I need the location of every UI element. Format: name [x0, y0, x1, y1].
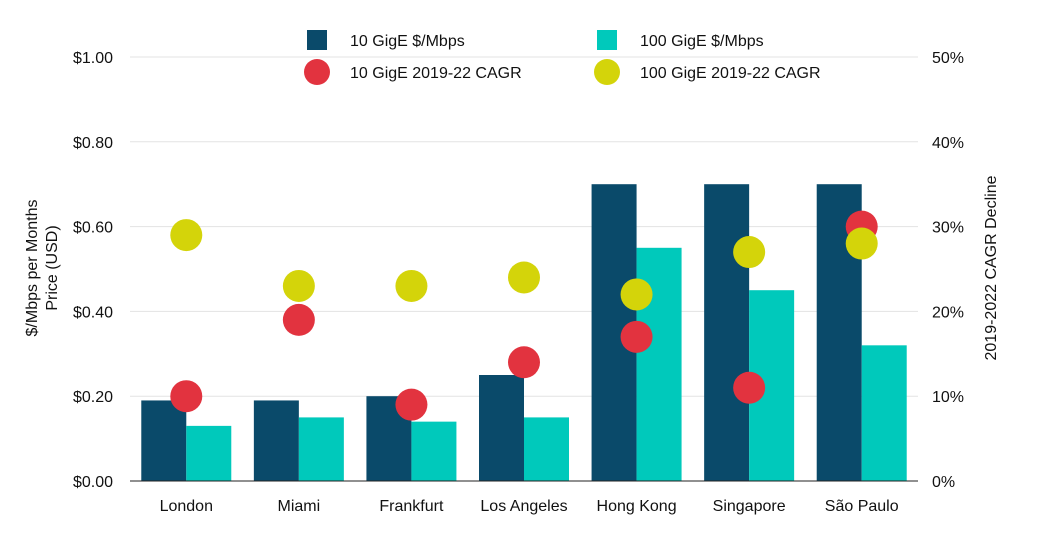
bar-10gige: [704, 184, 750, 481]
legend-swatch-10gige-price: [307, 30, 327, 50]
legend-label-100gige-price: 100 GigE $/Mbps: [640, 33, 764, 50]
bar-100gige: [861, 345, 907, 481]
y-tick-right: 0%: [932, 474, 955, 491]
x-tick-label: Frankfurt: [379, 498, 444, 515]
dot-10gige-cagr: [170, 380, 203, 413]
y-tick-left: $0.00: [73, 474, 113, 491]
dot-10gige-cagr: [282, 303, 315, 336]
legend-label-10gige-cagr: 10 GigE 2019-22 CAGR: [350, 65, 522, 82]
y-tick-right: 20%: [932, 304, 964, 321]
x-tick-label: Los Angeles: [480, 498, 567, 515]
bars: [141, 184, 907, 481]
y-tick-left: $0.20: [73, 389, 113, 406]
dot-10gige-cagr: [508, 346, 540, 379]
dot-100gige-cagr: [508, 261, 540, 294]
y-axis-right-ticks: 0% 10% 20% 30% 40% 50%: [932, 50, 964, 491]
legend: 10 GigE $/Mbps 100 GigE $/Mbps 10 GigE 2…: [304, 30, 821, 85]
x-tick-label: São Paulo: [825, 498, 899, 515]
dots: [170, 210, 878, 421]
y-tick-left: $0.80: [73, 135, 113, 152]
y-axis-left-ticks: $0.00 $0.20 $0.40 $0.60 $0.80 $1.00: [73, 50, 113, 491]
y-axis-left-label-line-1: $/Mbps per Months: [24, 200, 41, 337]
dot-10gige-cagr: [395, 388, 428, 421]
y-axis-left-label-line-2: Price (USD): [44, 225, 61, 310]
gridlines: [130, 56, 918, 397]
legend-swatch-100gige-cagr: [594, 59, 620, 85]
bar-100gige: [298, 417, 344, 481]
y-tick-right: 10%: [932, 389, 964, 406]
legend-swatch-10gige-cagr: [304, 59, 330, 85]
y-tick-right: 50%: [932, 50, 964, 67]
y-axis-right-label: 2019-2022 CAGR Decline: [983, 175, 1000, 360]
bar-100gige: [524, 417, 569, 481]
y-tick-right: 30%: [932, 220, 964, 237]
dot-100gige-cagr: [282, 269, 315, 302]
y-tick-left: $0.40: [73, 304, 113, 321]
y-tick-left: $1.00: [73, 50, 113, 67]
bar-10gige: [479, 375, 524, 481]
dot-10gige-cagr: [620, 320, 653, 353]
dot-100gige-cagr: [620, 278, 653, 311]
y-tick-right: 40%: [932, 135, 964, 152]
legend-swatch-100gige-price: [597, 30, 617, 50]
legend-label-10gige-price: 10 GigE $/Mbps: [350, 33, 465, 50]
y-tick-left: $0.60: [73, 220, 113, 237]
dot-100gige-cagr: [733, 236, 766, 269]
x-tick-label: London: [160, 498, 213, 515]
dot-100gige-cagr: [845, 227, 878, 260]
legend-label-100gige-cagr: 100 GigE 2019-22 CAGR: [640, 65, 821, 82]
dot-10gige-cagr: [733, 371, 766, 404]
dot-100gige-cagr: [395, 269, 428, 302]
x-tick-label: Singapore: [713, 498, 786, 515]
dot-100gige-cagr: [170, 219, 203, 252]
bar-100gige: [186, 425, 232, 481]
bar-10gige: [253, 400, 299, 481]
x-tick-label: Miami: [278, 498, 321, 515]
bar-100gige: [411, 421, 457, 481]
x-axis-ticks: London Miami Frankfurt Los Angeles Hong Kong…: [160, 498, 899, 515]
x-tick-label: Hong Kong: [597, 498, 677, 515]
bar-10gige: [141, 400, 187, 481]
